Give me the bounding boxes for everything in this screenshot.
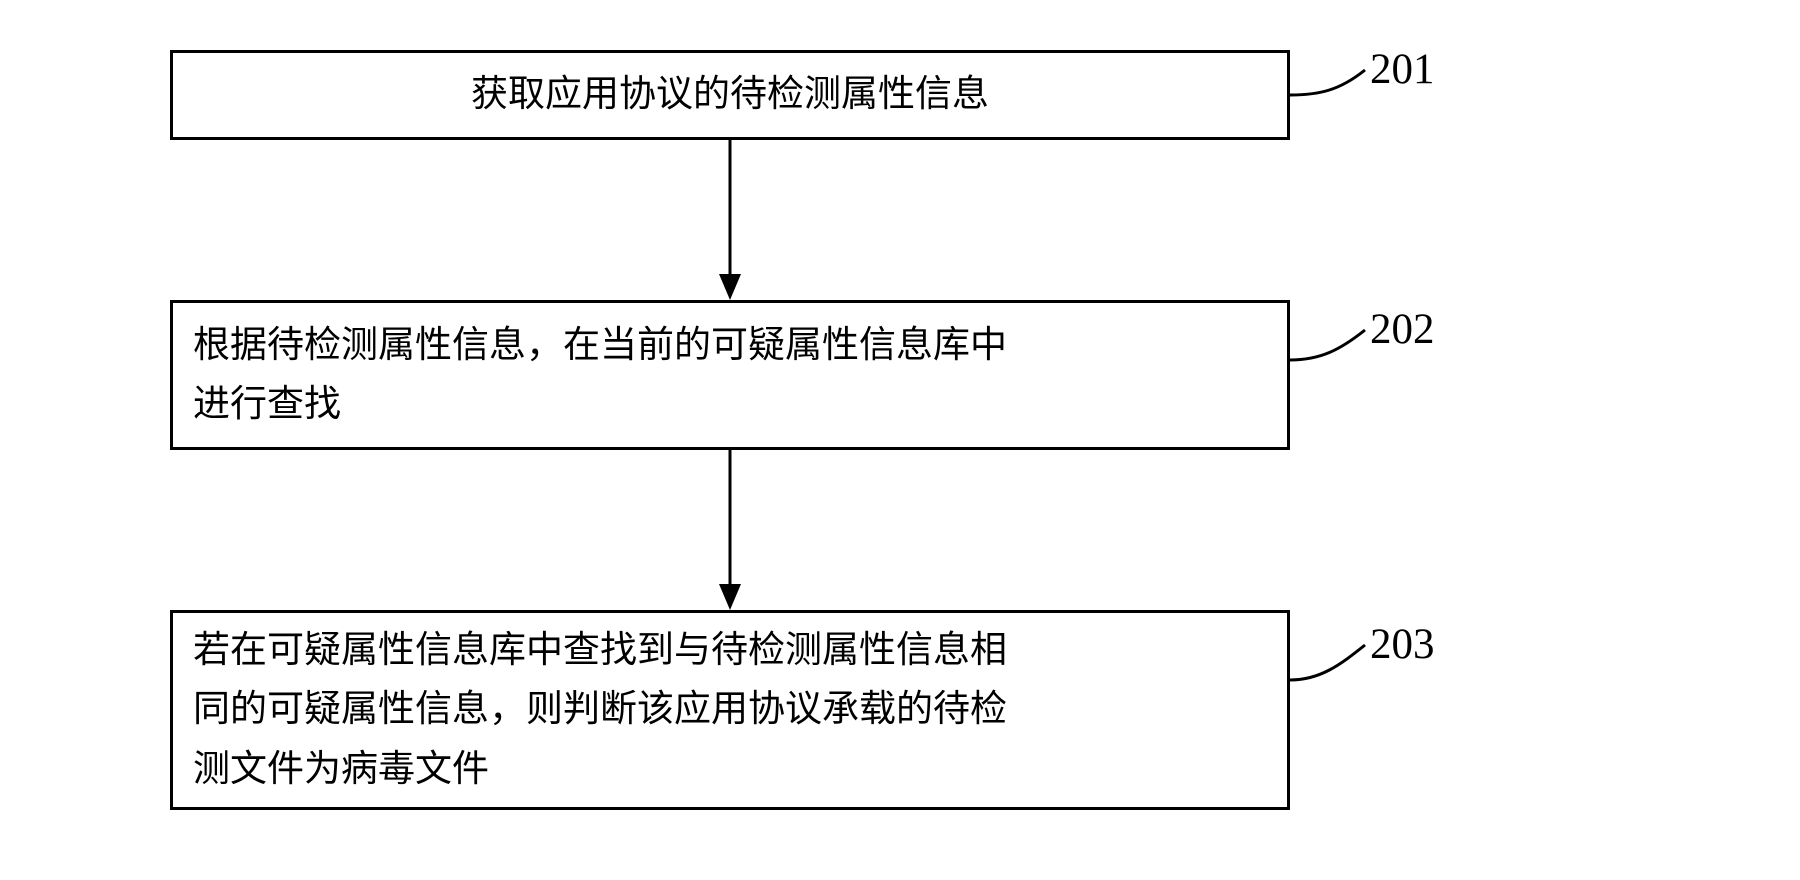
arrows-group xyxy=(719,140,741,610)
connector-layer xyxy=(0,0,1800,880)
callouts-group xyxy=(1290,70,1365,680)
flowchart-canvas: 获取应用协议的待检测属性信息 201 根据待检测属性信息，在当前的可疑属性信息库… xyxy=(0,0,1800,880)
